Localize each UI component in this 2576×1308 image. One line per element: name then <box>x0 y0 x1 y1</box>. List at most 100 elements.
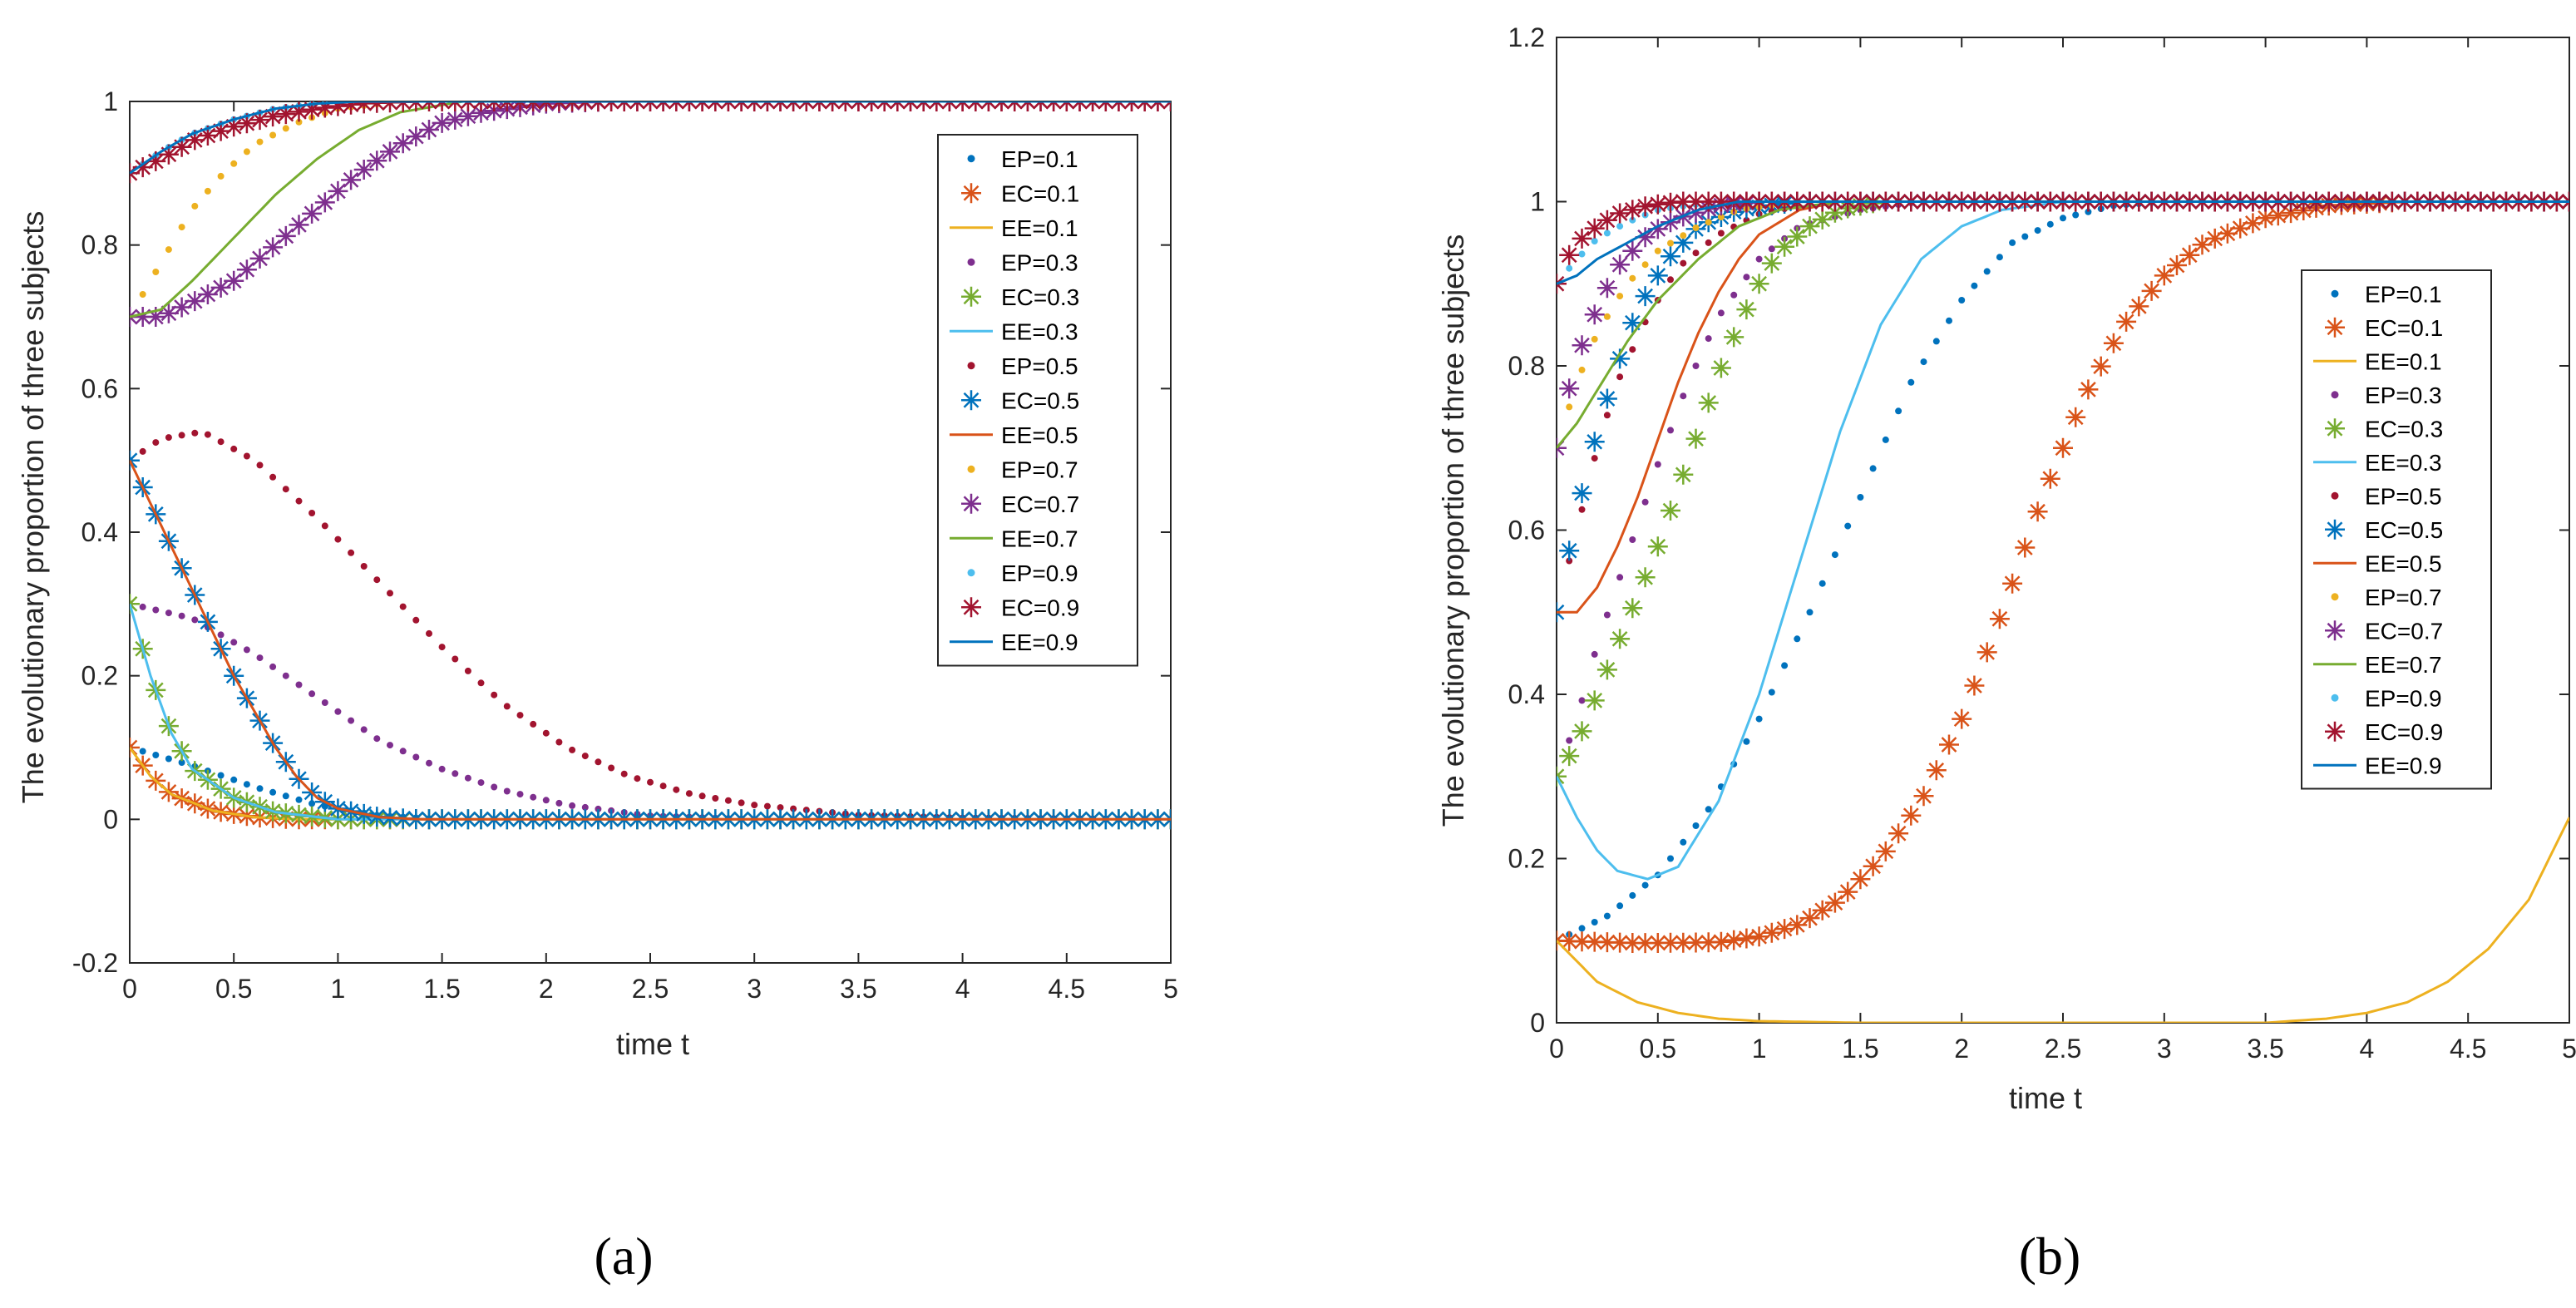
chart-b-series-ec-01-point <box>2167 255 2187 275</box>
chart-b-series-ec-01-point <box>1952 708 1972 729</box>
chart-b-series-ec-01-point <box>1724 930 1744 950</box>
chart-b-series-ec-05-point <box>1661 246 1680 267</box>
chart-a-series-ep-03-point <box>412 753 420 761</box>
chart-a-series-ec-09-point <box>224 116 244 137</box>
chart-b-series-ep-05-point <box>1603 412 1611 419</box>
chart-b-series-ep-03-point <box>1768 245 1775 253</box>
chart-b-series-ec-03-point <box>1635 567 1656 588</box>
chart-a-series-ep-03-point <box>230 639 238 646</box>
chart-b-series-ep-03-point <box>1603 611 1611 619</box>
chart-b-series-ep-05-point <box>1616 373 1624 381</box>
chart-b-series-ep-09-point <box>1566 264 1573 272</box>
chart-a-series-ep-05-point <box>191 429 199 437</box>
chart-a-series-ep-03-point <box>542 797 550 804</box>
chart-a-series-ep-05-point <box>139 447 146 455</box>
chart-a-series-ep-05-point <box>724 797 732 804</box>
chart-b-ylabel: The evolutionary proportion of three sub… <box>1436 234 1470 827</box>
chart-a-ytick-label: 0.8 <box>81 230 118 260</box>
chart-b-legend-entry-ep-05: EP=0.5 <box>2331 483 2442 509</box>
chart-b-series-ec-03-point <box>1610 629 1631 649</box>
chart-a-series-ec-07-point <box>275 225 296 246</box>
chart-a-legend-entry-ee-01: EE=0.1 <box>950 215 1078 241</box>
chart-b-series-ep-01-point <box>1806 609 1814 616</box>
chart-a-series-ec-09-point <box>249 110 270 131</box>
chart-b-ytick-label: 0.8 <box>1508 351 1545 381</box>
chart-b-series-ep-03-point <box>1629 536 1636 543</box>
chart-b-series-ep-01-point <box>2009 239 2016 246</box>
chart-a-legend-entry-ep-09-label: EP=0.9 <box>1001 560 1078 586</box>
chart-a-series-ec-09-point <box>197 126 218 146</box>
chart-b-legend-entry-ep-09-label: EP=0.9 <box>2365 685 2442 711</box>
chart-a-series-ec-07-point <box>353 160 374 180</box>
chart-b-series-ep-03-point <box>1692 363 1700 369</box>
chart-b-series-ep-03-point <box>1705 335 1712 343</box>
chart-a-series-ep-05-point <box>581 753 589 760</box>
chart-b-xtick-label: 1 <box>1752 1034 1767 1064</box>
chart-b-series-ep-01-point <box>1844 522 1852 530</box>
chart-b-series-ec-01-point <box>2192 234 2213 255</box>
chart-a-legend-entry-ee-09: EE=0.9 <box>950 629 1078 655</box>
chart-b-legend-entry-ec-01-label: EC=0.1 <box>2365 315 2443 341</box>
chart-b-series-ep-01-point <box>2034 227 2041 234</box>
chart-b-series-ep-07-point <box>1654 247 1661 254</box>
chart-a-series-ee-05 <box>130 460 1171 821</box>
chart-b-series-ec-01-point <box>1647 933 1668 953</box>
chart-b-legend-entry-ep-05-label: EP=0.5 <box>2365 483 2442 509</box>
chart-b-series-ec-01-point <box>1964 675 1985 696</box>
chart-a-xtick-label: 0.5 <box>215 974 252 1004</box>
chart-b-series-ec-01-point <box>1749 926 1769 947</box>
chart-a-series-ep-05-point <box>334 536 342 543</box>
chart-a-series-ep-07-point <box>191 202 199 210</box>
chart-a-series-ep-03-point <box>516 791 524 798</box>
chart-b-series-ep-07-point <box>1641 261 1649 269</box>
chart-a-xtick-label: 4.5 <box>1049 974 1085 1004</box>
chart-b-series-ep-03-point <box>1730 291 1738 299</box>
chart-a-legend-entry-ep-09: EP=0.9 <box>967 560 1078 586</box>
chart-a-legend-entry-ec-01: EC=0.1 <box>961 180 1079 206</box>
chart-a-series-ec-07-point <box>197 284 218 304</box>
chart-b-series-ee-01-line <box>1557 817 2569 1023</box>
chart-a-series-ec-09-point <box>341 101 362 115</box>
chart-a-series-ec-07-point <box>263 237 284 258</box>
chart-a-series-ep-07-point <box>256 138 264 146</box>
chart-b-ytick-label: 1.2 <box>1508 22 1545 52</box>
chart-a-series-ep-01-point <box>308 800 316 807</box>
chart-a-legend-entry-ep-05-swatch <box>967 362 975 370</box>
chart-b-series-ec-01-point <box>2040 468 2060 489</box>
chart-a-series-ec-07-point <box>432 112 452 133</box>
chart-b-series-ec-03-point <box>1698 392 1719 413</box>
chart-b-series-ep-01-point <box>2060 215 2066 222</box>
chart-a-series-ep-05-point <box>295 497 303 505</box>
chart-a-series-ep-07-point <box>269 131 277 139</box>
chart-b-ytick-label: 1 <box>1530 187 1545 217</box>
chart-a-series-ec-09-point <box>314 101 335 118</box>
chart-b-series-ec-01-point <box>1812 900 1833 921</box>
chart-b-legend-entry-ec-05-label: EC=0.5 <box>2365 517 2443 543</box>
chart-a-series-ep-03-point <box>348 717 355 724</box>
chart-b-legend-entry-ec-07-swatch <box>2325 620 2345 641</box>
chart-b: The evolutionary proportion of three sub… <box>1436 22 2576 1286</box>
chart-a-legend-entry-ep-01-label: EP=0.1 <box>1001 146 1078 172</box>
chart-b-xtick-label: 4.5 <box>2450 1034 2486 1064</box>
chart-b-series-ee-09 <box>1557 200 2569 285</box>
chart-b-series-ec-01-point <box>2154 265 2174 286</box>
chart-a-series-ep-03-point <box>491 783 498 791</box>
chart-a-series-ec-07-point <box>132 307 153 327</box>
chart-b-legend-entry-ep-01-swatch <box>2331 289 2339 298</box>
chart-b-series-ep-05-point <box>1705 239 1712 246</box>
chart-b-series-ec-07-point <box>1610 254 1631 275</box>
chart-a-series-ep-03-point <box>282 672 289 679</box>
chart-b-legend-entry-ep-09: EP=0.9 <box>2331 685 2442 711</box>
chart-b-series-ec-09-point <box>1698 191 1719 212</box>
chart-a-series-ec-09-point <box>185 130 205 151</box>
chart-a-series-ep-03-point <box>178 612 185 619</box>
chart-b-series-ec-03-point <box>1761 253 1782 274</box>
chart-a-series-ec-07-point <box>471 102 491 123</box>
chart-a-legend-entry-ec-07: EC=0.7 <box>961 491 1079 517</box>
chart-a-legend-entry-ec-05: EC=0.5 <box>961 387 1079 413</box>
chart-a-legend-entry-ep-07-label: EP=0.7 <box>1001 457 1078 482</box>
chart-a-series-ec-09-point <box>353 101 374 114</box>
chart-b-legend-entry-ep-09-swatch <box>2331 693 2339 702</box>
chart-b-series-ep-07-point <box>1705 219 1712 226</box>
chart-b-series-ec-01-point <box>1863 856 1883 876</box>
